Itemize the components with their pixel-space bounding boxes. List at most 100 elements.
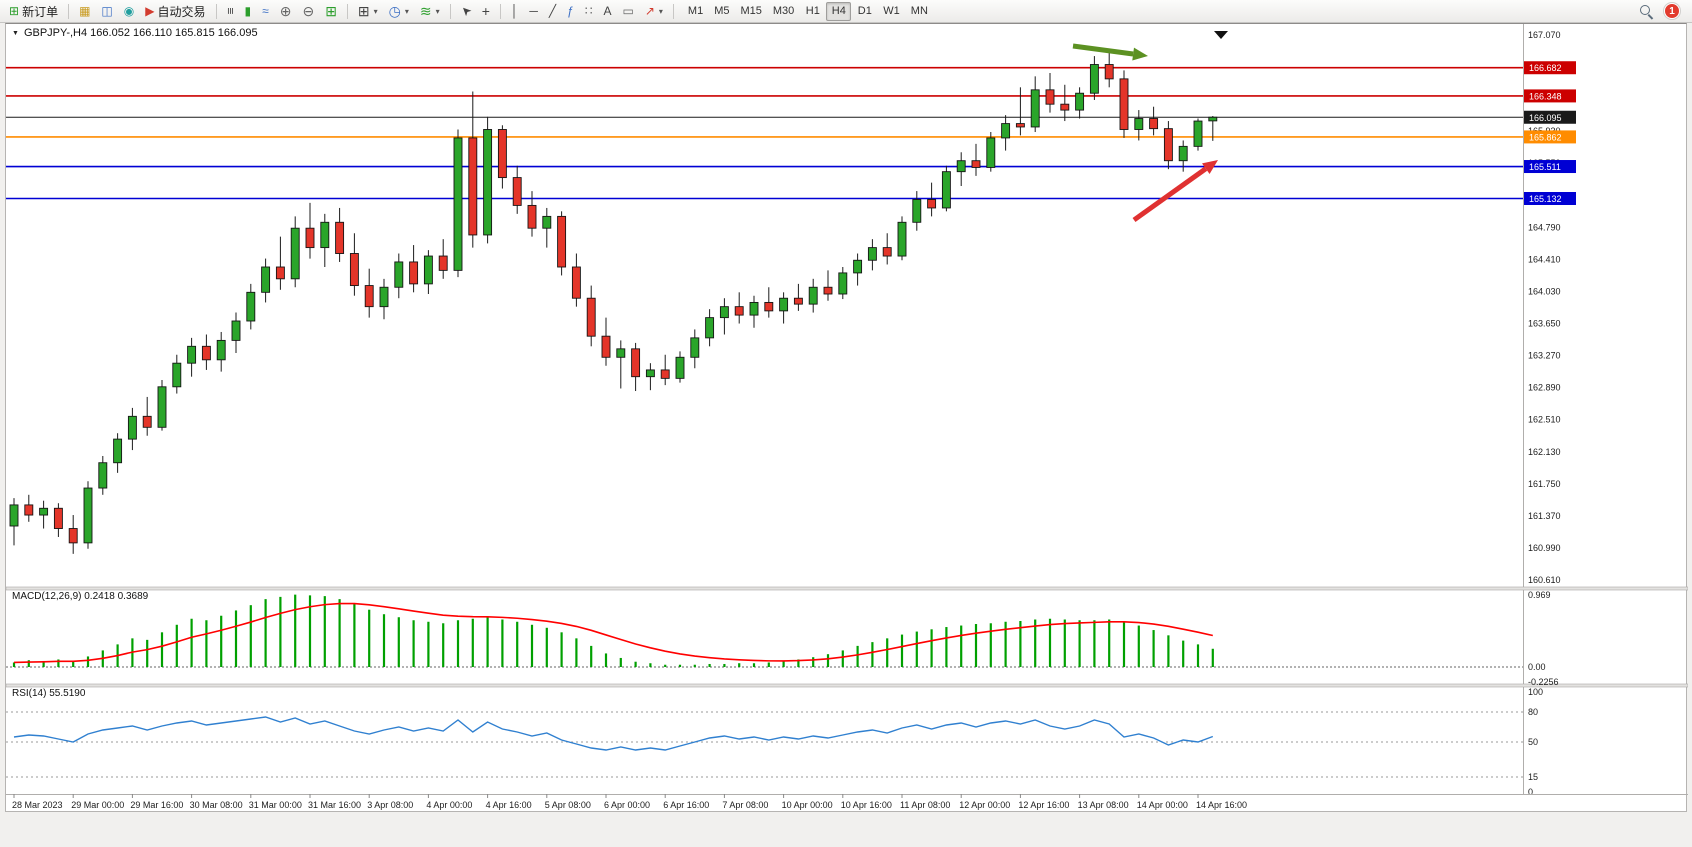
text-button[interactable]: A (598, 1, 616, 21)
svg-text:164.790: 164.790 (1528, 222, 1561, 232)
timeframe-d1[interactable]: D1 (852, 2, 877, 21)
scroll-end-marker[interactable] (1214, 31, 1228, 39)
timeframe-m1[interactable]: M1 (683, 2, 708, 21)
chevron-down-icon: ▾ (435, 6, 440, 16)
market-watch-button[interactable]: ▦ (74, 1, 95, 21)
svg-text:165.862: 165.862 (1529, 132, 1562, 142)
svg-text:0.00: 0.00 (1528, 662, 1546, 672)
tile-windows-icon: ⊞ (325, 3, 337, 19)
trend-arrow-green[interactable] (1072, 43, 1148, 61)
fibonacci-icon: ƒ (567, 4, 574, 18)
macd-histogram (12, 594, 1214, 667)
new-order-button[interactable]: ⊞ 新订单 (4, 1, 63, 21)
svg-text:7 Apr 08:00: 7 Apr 08:00 (722, 800, 768, 810)
svg-text:163.270: 163.270 (1528, 351, 1561, 361)
timeframe-h1[interactable]: H1 (800, 2, 825, 21)
horizontal-line-icon: ─ (529, 4, 538, 18)
timeframe-w1[interactable]: W1 (878, 2, 905, 21)
horizontal-line-button[interactable]: ─ (524, 1, 543, 21)
panel-separator[interactable] (6, 586, 1688, 591)
new-chart-icon: ⊞ (357, 3, 370, 19)
trendline-icon: ╱ (548, 4, 557, 18)
indicators-button[interactable]: ≋ ▾ (415, 1, 445, 21)
toolbar-right: 1 (1639, 3, 1688, 19)
bar-chart-button[interactable]: ≡ (222, 1, 239, 21)
toolbar-separator (499, 3, 501, 19)
zoom-in-icon: ⊕ (279, 3, 292, 19)
tile-windows-button[interactable]: ⊞ (320, 1, 342, 21)
timeframe-toolbar: M1 M5 M15 M30 H1 H4 D1 W1 MN (683, 1, 933, 21)
chart-canvas[interactable]: 167.070166.690166.310165.930165.550165.1… (6, 24, 1688, 813)
svg-text:164.410: 164.410 (1528, 254, 1561, 264)
svg-text:50: 50 (1528, 737, 1538, 747)
svg-text:28 Mar 2023: 28 Mar 2023 (12, 800, 63, 810)
zoom-in-button[interactable]: ⊕ (275, 1, 297, 21)
chevron-down-icon: ▾ (373, 6, 378, 16)
candlestick-chart-button[interactable]: ▮ (240, 1, 257, 21)
line-chart-button[interactable]: ≈ (257, 1, 274, 21)
svg-text:6 Apr 00:00: 6 Apr 00:00 (604, 800, 650, 810)
navigator-icon: ◉ (123, 4, 135, 18)
svg-text:162.130: 162.130 (1528, 447, 1561, 457)
channel-button[interactable]: ∷ (580, 1, 598, 21)
timeframe-m5[interactable]: M5 (709, 2, 734, 21)
search-icon[interactable] (1639, 4, 1654, 19)
rsi-line (13, 716, 1214, 751)
zoom-out-icon: ⊖ (302, 3, 315, 19)
text-icon: A (603, 4, 612, 18)
fibonacci-button[interactable]: ƒ (562, 1, 579, 21)
timeframe-m30[interactable]: M30 (768, 2, 799, 21)
panel-separator[interactable] (6, 683, 1688, 688)
chevron-down-icon: ▾ (404, 6, 409, 16)
timeframe-h4[interactable]: H4 (826, 1, 852, 21)
vertical-line-icon: │ (510, 4, 519, 18)
timeframe-m15[interactable]: M15 (735, 2, 766, 21)
svg-text:162.890: 162.890 (1528, 383, 1561, 393)
trendline-button[interactable]: ╱ (544, 1, 561, 21)
timeframe-mn[interactable]: MN (906, 2, 933, 21)
channel-icon: ∷ (584, 4, 593, 18)
vertical-line-button[interactable]: │ (506, 1, 524, 21)
svg-text:100: 100 (1528, 687, 1543, 697)
svg-text:10 Apr 00:00: 10 Apr 00:00 (782, 800, 833, 810)
text-label-button[interactable]: ▭ (618, 1, 639, 21)
svg-text:0: 0 (1528, 787, 1533, 797)
svg-text:167.070: 167.070 (1528, 30, 1561, 40)
periods-button[interactable]: ◷ ▾ (384, 1, 414, 21)
crosshair-button[interactable]: + (477, 1, 495, 21)
svg-text:161.750: 161.750 (1528, 479, 1561, 489)
svg-text:15: 15 (1528, 772, 1538, 782)
macd-signal-line (13, 602, 1213, 664)
svg-text:165.511: 165.511 (1529, 162, 1561, 172)
new-chart-button[interactable]: ⊞ ▾ (353, 1, 383, 21)
rsi-axis: 100 80 50 15 0 (1528, 687, 1543, 797)
cursor-button[interactable]: ➤ (456, 1, 476, 21)
navigator-button[interactable]: ◉ (119, 1, 139, 21)
auto-trading-label: 自动交易 (157, 4, 206, 19)
arrows-button[interactable]: ↗ ▾ (640, 1, 668, 21)
svg-text:14 Apr 00:00: 14 Apr 00:00 (1137, 800, 1188, 810)
svg-text:14 Apr 16:00: 14 Apr 16:00 (1196, 800, 1247, 810)
periods-icon: ◷ (388, 3, 401, 19)
time-axis[interactable]: 28 Mar 2023 29 Mar 00:00 29 Mar 16:00 30 Ma… (12, 794, 1247, 810)
svg-text:4 Apr 16:00: 4 Apr 16:00 (486, 800, 532, 810)
svg-text:166.348: 166.348 (1529, 91, 1562, 101)
text-label-icon: ▭ (622, 4, 634, 18)
chart-dropdown-icon[interactable]: ▼ (12, 29, 19, 37)
zoom-out-button[interactable]: ⊖ (297, 1, 319, 21)
svg-text:164.030: 164.030 (1528, 286, 1561, 296)
svg-text:0.969: 0.969 (1528, 590, 1551, 600)
svg-text:29 Mar 16:00: 29 Mar 16:00 (130, 800, 183, 810)
bar-chart-icon: ≡ (223, 7, 238, 15)
data-window-button[interactable]: ◫ (96, 1, 117, 21)
data-window-icon: ◫ (101, 4, 113, 18)
auto-trading-button[interactable]: ▶ 自动交易 (140, 1, 210, 21)
notification-badge[interactable]: 1 (1664, 3, 1680, 19)
svg-text:30 Mar 08:00: 30 Mar 08:00 (190, 800, 243, 810)
svg-text:29 Mar 00:00: 29 Mar 00:00 (71, 800, 124, 810)
toolbar-separator (449, 3, 451, 19)
svg-text:13 Apr 08:00: 13 Apr 08:00 (1078, 800, 1129, 810)
trend-arrow-red[interactable] (1132, 160, 1218, 223)
svg-text:12 Apr 16:00: 12 Apr 16:00 (1018, 800, 1069, 810)
